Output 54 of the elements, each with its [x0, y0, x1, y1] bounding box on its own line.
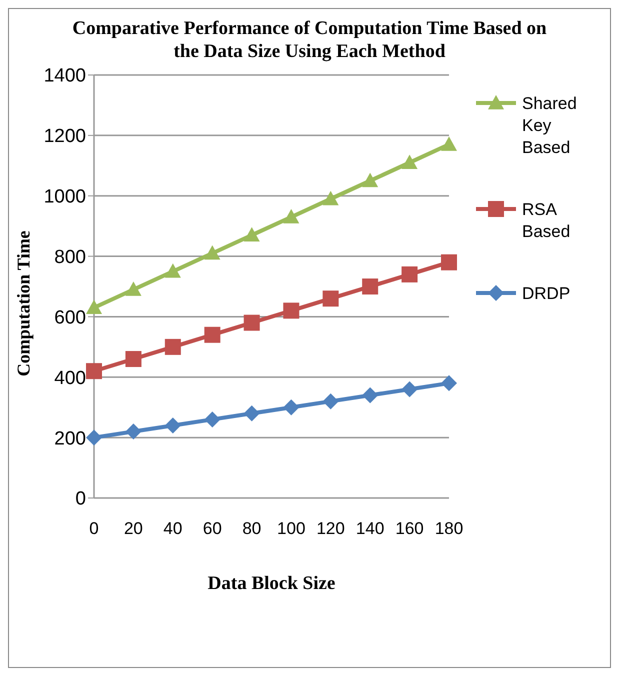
point [441, 254, 457, 270]
y-tick-label: 800 [54, 247, 86, 268]
legend-label: RSA Based [522, 199, 572, 243]
point [441, 136, 457, 151]
x-axis-title: Data Block Size [206, 573, 336, 595]
point [322, 290, 339, 307]
point [164, 263, 181, 278]
point [283, 209, 300, 224]
x-tick-label: 20 [124, 519, 143, 538]
point [283, 399, 300, 416]
point [402, 381, 418, 398]
x-tick-label: 80 [242, 519, 262, 538]
y-tick-label: 1200 [44, 126, 86, 148]
point [244, 227, 260, 242]
point [402, 154, 418, 170]
y-axis-title: Computation Time [14, 230, 34, 376]
x-tick-label: 0 [89, 519, 99, 538]
point [204, 245, 220, 260]
point [125, 282, 142, 296]
x-tick-label: 120 [316, 519, 345, 538]
y-tick-label: 400 [54, 368, 86, 389]
y-tick-label: 0 [75, 488, 86, 510]
point [204, 411, 220, 428]
point [244, 314, 260, 331]
point [402, 266, 418, 282]
point [283, 302, 300, 319]
chart-title: Comparative Performance of Computation Time Based on the Data Size Using Each Method [71, 17, 548, 63]
point [164, 338, 181, 355]
point [164, 417, 181, 434]
x-tick-label: 60 [202, 519, 222, 538]
legend-label: Shared Key Based [522, 93, 578, 159]
x-tick-label: 40 [163, 519, 182, 538]
point [125, 351, 142, 368]
point [244, 405, 260, 422]
point [204, 326, 220, 343]
legend-label: DRDP [522, 283, 570, 305]
point [362, 172, 378, 188]
point [86, 430, 102, 446]
point [86, 363, 102, 380]
point [362, 387, 378, 404]
x-tick-label: 180 [434, 519, 464, 538]
point [322, 190, 339, 206]
y-tick-label: 1400 [44, 66, 86, 87]
y-tick-label: 1000 [44, 186, 86, 208]
y-tick-label: 200 [54, 428, 86, 450]
y-tick-label: 600 [54, 307, 86, 328]
x-tick-label: 160 [395, 519, 424, 538]
point [322, 393, 339, 410]
point [125, 424, 142, 440]
x-tick-label: 100 [277, 519, 306, 538]
point [362, 278, 378, 294]
point [86, 300, 102, 314]
x-tick-label: 140 [356, 519, 384, 538]
point [441, 375, 457, 392]
